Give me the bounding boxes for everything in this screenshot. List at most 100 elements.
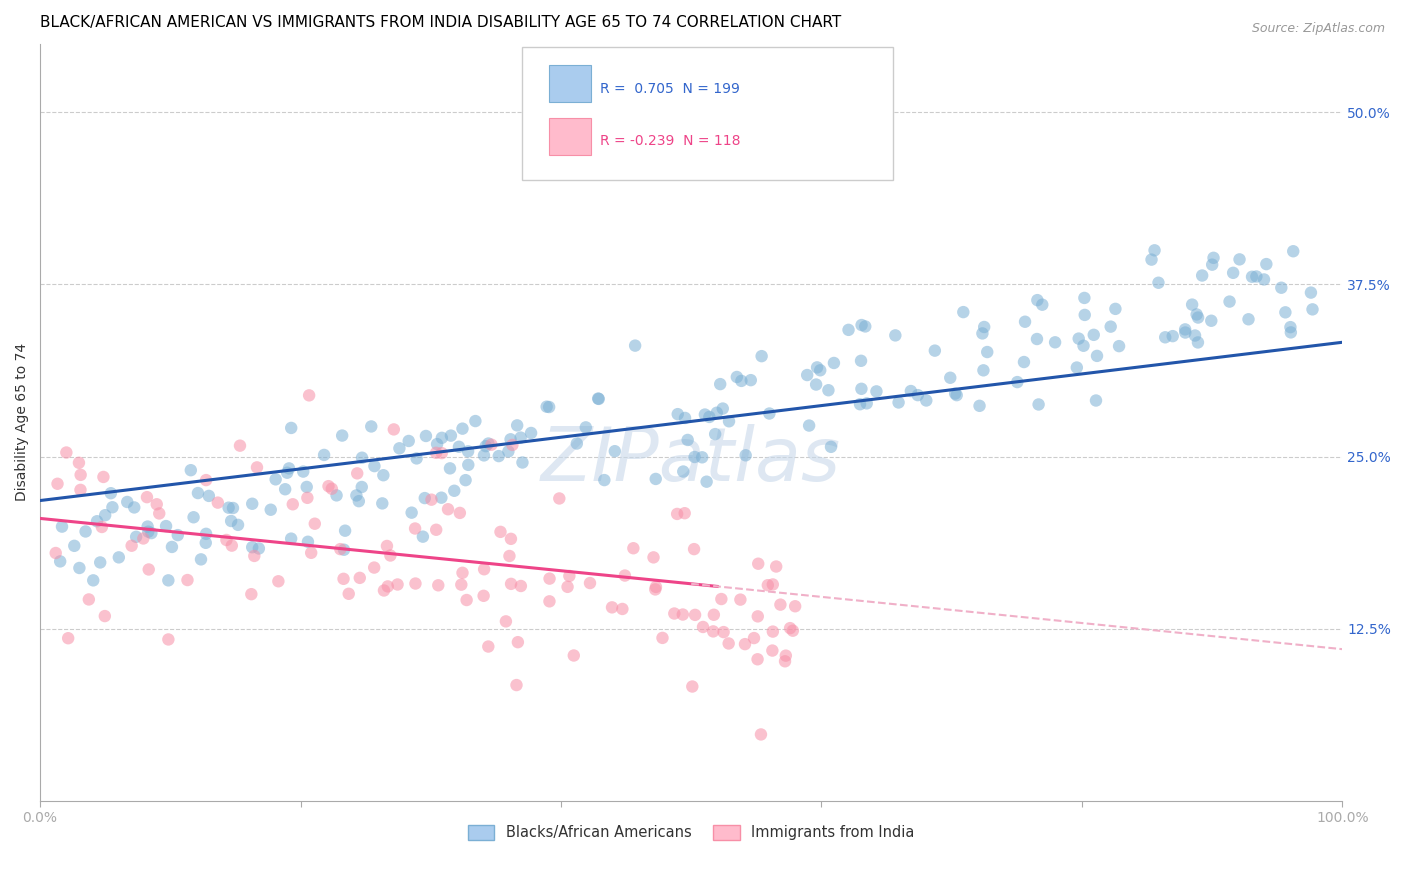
Point bbox=[730, 592, 752, 607]
Point bbox=[823, 356, 845, 370]
Point bbox=[499, 532, 522, 546]
Point bbox=[808, 363, 831, 377]
Point bbox=[865, 384, 887, 399]
Point bbox=[100, 486, 122, 500]
Point bbox=[401, 506, 423, 520]
Point bbox=[1279, 320, 1302, 334]
Point bbox=[321, 482, 343, 496]
Point bbox=[565, 436, 588, 450]
Legend: Blacks/African Americans, Immigrants from India: Blacks/African Americans, Immigrants fro… bbox=[463, 819, 921, 847]
Point bbox=[538, 594, 561, 608]
Point bbox=[240, 540, 263, 554]
Point bbox=[371, 496, 394, 510]
Point bbox=[1229, 252, 1251, 267]
Point bbox=[166, 528, 188, 542]
Point bbox=[443, 483, 465, 498]
Point bbox=[666, 507, 689, 521]
Point bbox=[1108, 339, 1130, 353]
Point bbox=[692, 620, 714, 634]
Point bbox=[973, 320, 995, 334]
Point bbox=[1218, 294, 1240, 309]
Point bbox=[449, 506, 471, 520]
Point bbox=[363, 560, 385, 574]
Point bbox=[132, 532, 155, 546]
Point bbox=[1253, 272, 1275, 286]
Point bbox=[318, 479, 340, 493]
Point bbox=[1031, 298, 1053, 312]
Point bbox=[683, 450, 706, 464]
Point bbox=[718, 414, 741, 428]
Point bbox=[377, 579, 399, 593]
Point bbox=[683, 542, 706, 557]
Point bbox=[430, 491, 453, 505]
Point bbox=[1299, 285, 1322, 300]
Point bbox=[276, 466, 298, 480]
Point bbox=[575, 420, 598, 434]
Point bbox=[337, 587, 360, 601]
Point bbox=[122, 500, 145, 515]
Point bbox=[673, 411, 696, 425]
Point bbox=[94, 609, 117, 624]
Point bbox=[332, 572, 354, 586]
Point bbox=[740, 373, 762, 387]
Point bbox=[506, 635, 529, 649]
Point bbox=[86, 514, 108, 528]
Point bbox=[1202, 251, 1225, 265]
Point bbox=[1099, 319, 1122, 334]
Point bbox=[1279, 326, 1302, 340]
Point bbox=[1174, 322, 1197, 336]
Point bbox=[136, 519, 159, 533]
Point bbox=[49, 554, 72, 568]
Point bbox=[430, 431, 453, 445]
Point bbox=[1191, 268, 1213, 283]
Point bbox=[747, 609, 769, 624]
Point bbox=[413, 491, 436, 505]
Point bbox=[333, 524, 356, 538]
Point bbox=[693, 408, 716, 422]
Point bbox=[56, 631, 79, 645]
Point bbox=[495, 615, 517, 629]
Text: R = -0.239  N = 118: R = -0.239 N = 118 bbox=[600, 135, 741, 148]
Y-axis label: Disability Age 65 to 74: Disability Age 65 to 74 bbox=[15, 343, 30, 501]
Point bbox=[758, 407, 780, 421]
FancyBboxPatch shape bbox=[550, 65, 591, 102]
Point bbox=[709, 377, 731, 392]
Point bbox=[588, 392, 610, 406]
Point bbox=[562, 648, 585, 663]
Point bbox=[297, 491, 319, 505]
Point bbox=[586, 392, 609, 406]
Point bbox=[612, 602, 634, 616]
Point bbox=[1154, 330, 1177, 344]
Point bbox=[51, 519, 73, 533]
Point bbox=[1184, 328, 1206, 343]
Point bbox=[426, 437, 449, 451]
Point bbox=[501, 438, 523, 452]
Point bbox=[415, 429, 437, 443]
Point bbox=[1161, 329, 1184, 343]
Point bbox=[666, 407, 689, 421]
Point bbox=[690, 450, 713, 465]
Point bbox=[915, 393, 938, 408]
Point bbox=[136, 490, 159, 504]
Point bbox=[651, 631, 673, 645]
Point bbox=[730, 374, 752, 388]
Point bbox=[219, 514, 242, 528]
Point bbox=[157, 632, 180, 647]
Point bbox=[187, 486, 209, 500]
Point bbox=[176, 573, 198, 587]
Point bbox=[489, 524, 512, 539]
Point bbox=[274, 482, 297, 496]
Point bbox=[451, 422, 474, 436]
Point bbox=[796, 368, 818, 382]
Point bbox=[264, 472, 287, 486]
Point bbox=[1067, 332, 1090, 346]
Point bbox=[506, 418, 529, 433]
Point bbox=[603, 444, 626, 458]
Point bbox=[67, 561, 90, 575]
Point bbox=[160, 540, 183, 554]
Point bbox=[747, 557, 769, 571]
Point bbox=[1201, 314, 1223, 328]
Point bbox=[1026, 332, 1049, 346]
Point bbox=[1043, 335, 1066, 350]
Point bbox=[1181, 297, 1204, 311]
